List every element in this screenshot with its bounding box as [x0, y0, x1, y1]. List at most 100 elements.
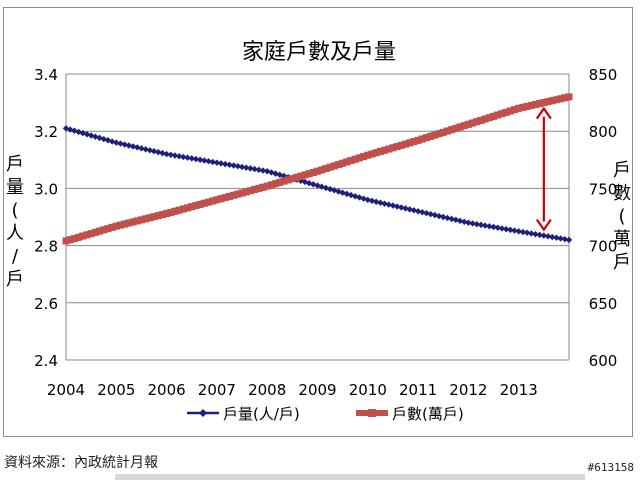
marker-square: [104, 225, 112, 233]
marker-diamond: [251, 165, 258, 173]
y-right-label-char: 數: [613, 183, 631, 204]
marker-square: [490, 112, 498, 120]
marker-square: [422, 134, 430, 142]
marker-square: [343, 158, 351, 166]
marker-square: [179, 205, 187, 213]
marker-diamond: [234, 163, 242, 170]
marker-square: [372, 149, 380, 157]
y-left-label-char: 量: [6, 177, 24, 198]
marker-diamond: [469, 220, 476, 227]
marker-diamond: [381, 200, 388, 207]
marker-diamond: [435, 212, 443, 220]
marker-diamond: [134, 144, 141, 151]
marker-diamond: [217, 160, 225, 167]
marker-diamond: [486, 223, 493, 230]
marker-square: [142, 215, 150, 223]
x-tick-label: 2005: [97, 381, 135, 399]
marker-diamond: [544, 233, 552, 240]
marker-diamond: [259, 167, 267, 174]
marker-square: [314, 167, 321, 175]
marker-square: [184, 204, 192, 212]
marker-square: [87, 230, 95, 238]
marker-square: [368, 150, 376, 158]
marker-square: [221, 194, 229, 202]
marker-square: [259, 183, 267, 191]
marker-diamond: [222, 160, 229, 168]
marker-diamond: [108, 138, 116, 145]
x-tick-label: 2008: [248, 381, 286, 399]
marker-diamond: [255, 166, 263, 174]
marker-square: [280, 177, 288, 185]
marker-diamond: [159, 149, 166, 157]
marker-diamond: [62, 125, 70, 132]
marker-diamond: [155, 148, 162, 156]
marker-diamond: [192, 155, 200, 163]
marker-diamond: [456, 217, 464, 225]
marker-square: [171, 207, 179, 215]
x-tick-label: 2012: [449, 381, 487, 399]
marker-diamond: [167, 151, 174, 158]
marker-diamond: [461, 218, 468, 225]
marker-square: [552, 96, 560, 104]
legend-marker-square: [368, 409, 376, 417]
marker-diamond: [511, 227, 518, 234]
marker-square: [200, 199, 208, 207]
marker-square: [477, 116, 485, 124]
marker-square: [519, 103, 527, 111]
marker-square: [284, 176, 292, 184]
marker-diamond: [146, 147, 154, 154]
marker-diamond: [364, 196, 371, 204]
marker-square: [540, 99, 548, 107]
y-right-tick-label: 800: [589, 123, 618, 141]
marker-diamond: [339, 189, 346, 196]
marker-diamond: [205, 158, 212, 165]
marker-square: [158, 211, 166, 219]
marker-square: [288, 175, 296, 183]
marker-square: [83, 231, 91, 239]
marker-square: [334, 161, 342, 169]
marker-diamond: [528, 230, 535, 237]
marker-square: [531, 101, 539, 109]
y-right-label-char: 戶: [613, 160, 631, 181]
marker-diamond: [268, 169, 275, 176]
marker-square: [163, 210, 171, 218]
marker-diamond: [226, 161, 233, 169]
marker-square: [305, 170, 313, 178]
marker-diamond: [368, 197, 376, 204]
marker-square: [435, 130, 443, 138]
y-left-label-char: 戶: [6, 154, 24, 175]
marker-square: [133, 217, 141, 225]
marker-square: [121, 220, 129, 228]
marker-square: [469, 119, 477, 127]
marker-square: [225, 192, 233, 200]
y-left-tick-label: 3.4: [34, 66, 58, 84]
marker-diamond: [423, 209, 430, 217]
marker-diamond: [532, 230, 539, 238]
marker-square: [116, 221, 124, 229]
y-left-tick-label: 2.4: [34, 352, 58, 370]
marker-diamond: [238, 163, 246, 171]
marker-square: [267, 181, 275, 189]
marker-diamond: [448, 215, 455, 223]
marker-square: [209, 197, 217, 205]
marker-diamond: [201, 157, 208, 164]
marker-diamond: [515, 228, 522, 235]
marker-diamond: [490, 223, 497, 231]
marker-square: [410, 138, 418, 146]
marker-diamond: [171, 152, 179, 159]
marker-square: [108, 223, 116, 231]
x-tick-label: 2010: [349, 381, 387, 399]
annotation-arrowhead-up: [535, 106, 552, 120]
marker-square: [364, 151, 372, 159]
marker-square: [511, 106, 519, 114]
marker-diamond: [125, 142, 133, 149]
legend-label-households: 戶數(萬戶): [392, 405, 464, 423]
marker-square: [251, 186, 259, 194]
marker-diamond: [519, 228, 527, 236]
marker-square: [548, 97, 556, 105]
marker-diamond: [502, 225, 510, 233]
marker-square: [96, 227, 104, 235]
y-right-label-char: 戶: [613, 252, 631, 273]
marker-square: [276, 178, 284, 186]
marker-square: [205, 198, 213, 206]
